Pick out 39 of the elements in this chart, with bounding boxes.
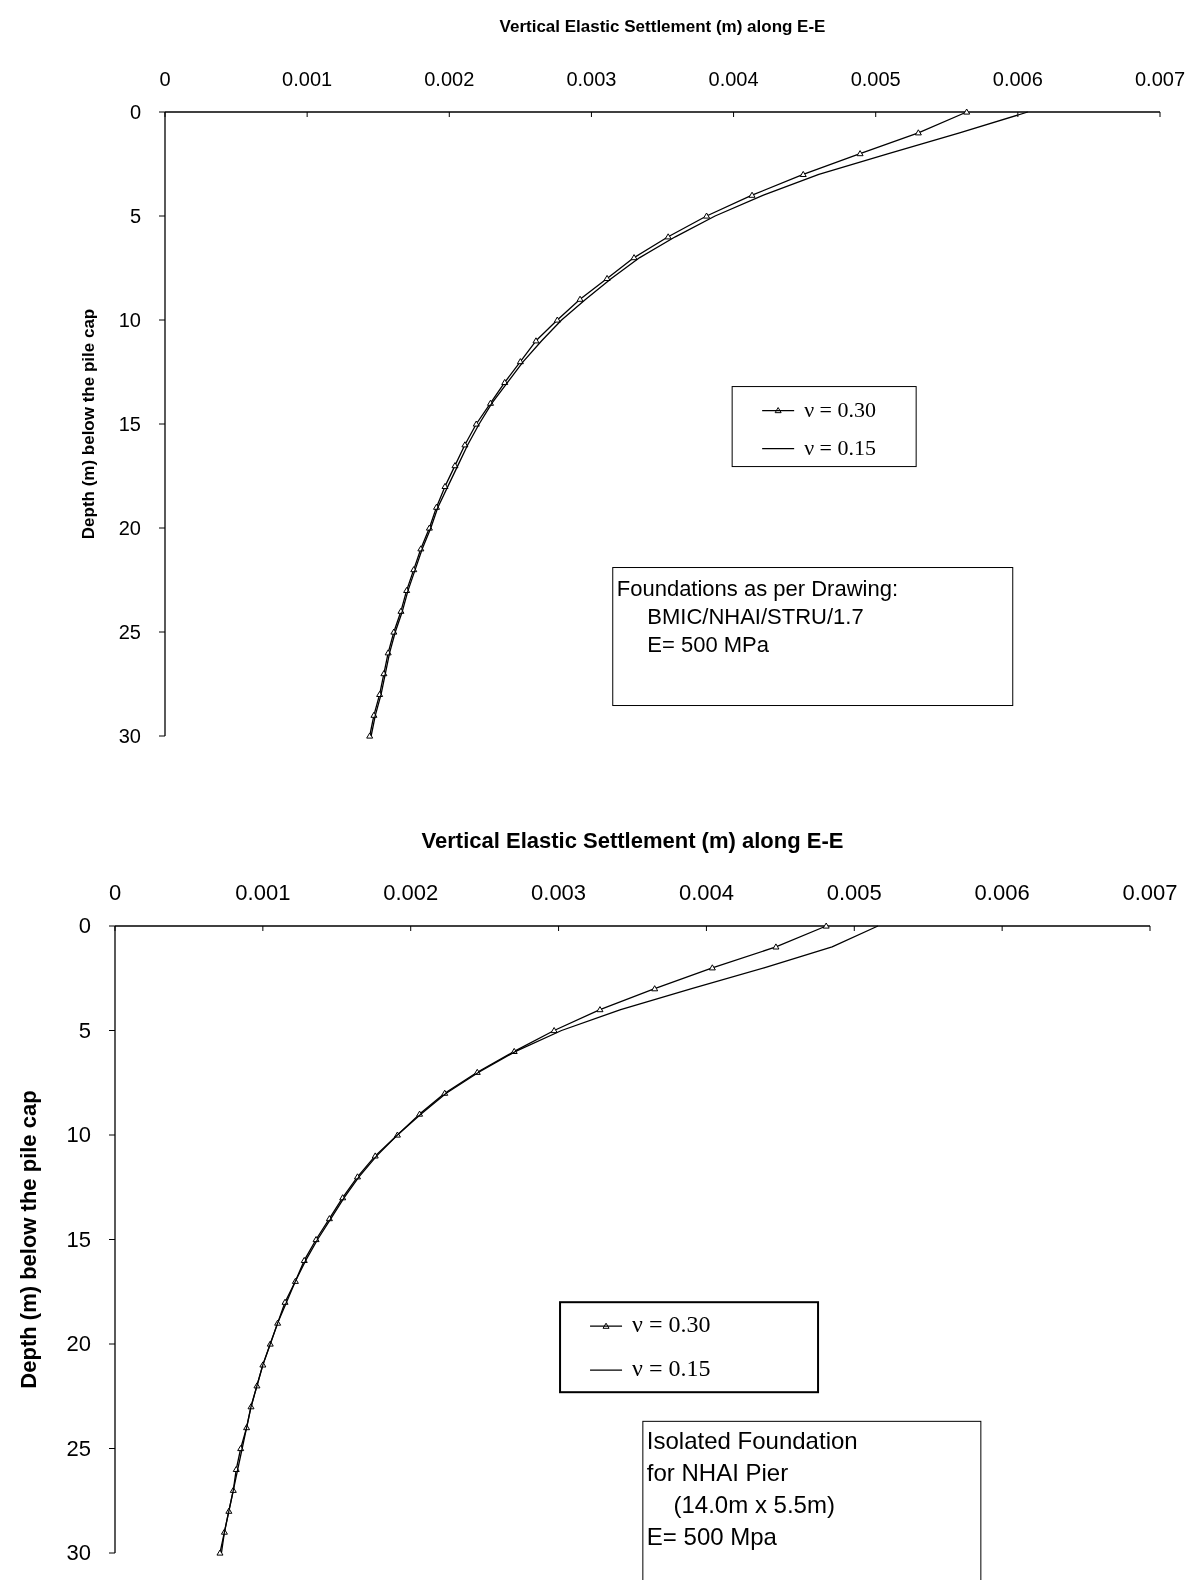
x-tick-label: 0.002	[424, 68, 475, 90]
x-tick-label: 0.005	[826, 880, 882, 905]
y-tick-label: 0	[129, 101, 141, 123]
y-tick-label: 5	[129, 205, 141, 227]
x-tick-label: 0.007	[1122, 880, 1178, 905]
x-tick-label: 0.003	[531, 880, 587, 905]
y-axis-title: Depth (m) below the pile cap	[16, 1090, 41, 1389]
x-tick-label: 0.005	[850, 68, 901, 90]
x-tick-label: 0.006	[992, 68, 1043, 90]
x-tick-label: 0.002	[383, 880, 439, 905]
x-axis-title: Vertical Elastic Settlement (m) along E-E	[499, 17, 826, 36]
x-tick-label: 0.001	[282, 68, 333, 90]
y-tick-label: 5	[78, 1017, 91, 1043]
x-tick-label: 0.004	[678, 880, 734, 905]
x-tick-label: 0	[159, 68, 171, 90]
y-tick-label: 0	[78, 913, 91, 938]
x-tick-label: 0.007	[1134, 68, 1186, 90]
y-tick-label: 30	[66, 1540, 91, 1565]
annotation: Isolated Foundation for NHAI Pier (14.0m x 5.5m) E= 500 Mpa	[646, 1427, 858, 1551]
y-tick-label: 25	[66, 1435, 91, 1461]
y-tick-label: 15	[118, 413, 141, 435]
x-tick-label: 0.001	[235, 880, 291, 905]
x-axis-title: Vertical Elastic Settlement (m) along E-E	[421, 828, 844, 853]
y-axis-title: Depth (m) below the pile cap	[79, 308, 98, 540]
legend-label: ν = 0.15	[804, 434, 877, 460]
y-tick-label: 20	[118, 517, 141, 539]
legend-label: ν = 0.30	[632, 1311, 711, 1338]
y-tick-label: 30	[118, 725, 141, 747]
y-tick-label: 20	[66, 1331, 91, 1356]
annotation: Foundations as per Drawing: BMIC/NHAI/STRU/1.7 E= 500 MPa	[616, 575, 899, 657]
legend-label: ν = 0.30	[804, 396, 877, 422]
y-tick-label: 25	[118, 621, 141, 643]
x-tick-label: 0.004	[708, 68, 759, 90]
y-tick-label: 10	[66, 1122, 91, 1147]
x-tick-label: 0.003	[566, 68, 617, 90]
legend-label: ν = 0.15	[632, 1355, 711, 1382]
y-tick-label: 10	[118, 309, 141, 331]
x-tick-label: 0.006	[974, 880, 1030, 905]
y-tick-label: 15	[66, 1226, 91, 1252]
